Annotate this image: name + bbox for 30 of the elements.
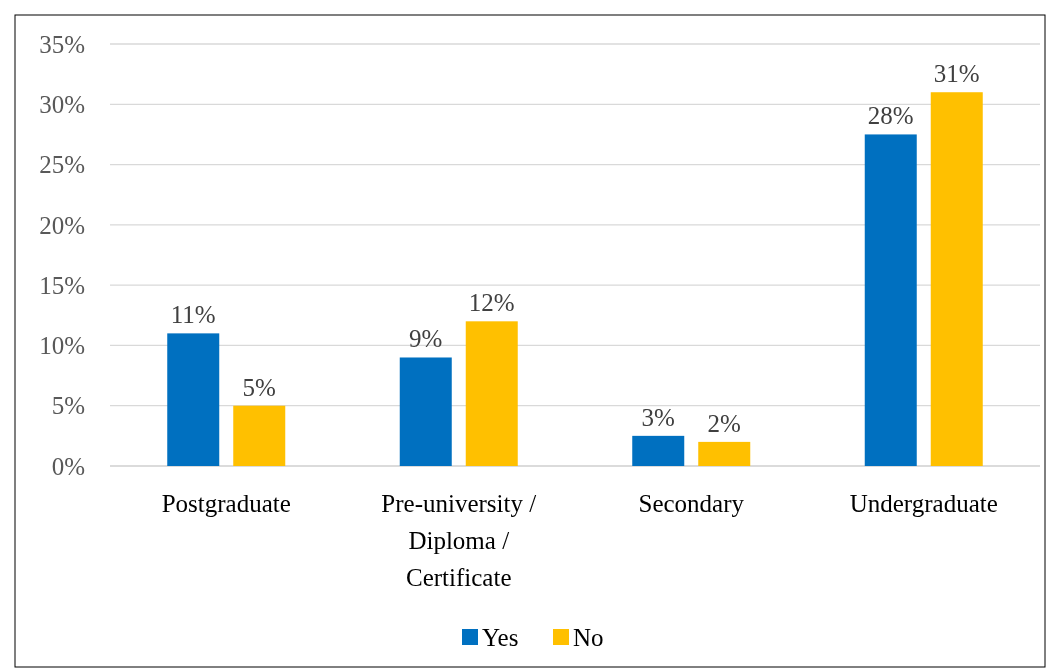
data-label: 2% [707,409,741,437]
y-tick-label: 15% [39,271,85,299]
data-label: 3% [641,403,675,431]
x-tick-label: Pre-university / Diploma / Certificate [381,490,537,591]
data-label: 31% [933,60,980,88]
bar [698,441,751,466]
legend-label: No [573,623,604,651]
y-tick-label: 10% [39,332,85,360]
bar [864,134,917,466]
y-tick-label: 35% [39,30,85,58]
data-label: 12% [468,289,515,317]
data-label: 11% [170,301,216,329]
x-tick-label: Postgraduate [161,490,291,517]
y-tick-label: 5% [51,392,85,420]
bar [632,435,685,466]
bar [167,333,220,466]
y-tick-label: 0% [51,452,85,480]
data-label: 9% [409,325,443,353]
bar [233,405,286,466]
x-tick-label: Secondary [638,490,745,517]
bar [465,321,518,466]
data-label: 5% [242,373,276,401]
x-tick-label: Undergraduate [849,490,998,517]
data-label: 28% [867,102,914,130]
bar [399,357,452,466]
y-tick-label: 30% [39,91,85,119]
bar [930,92,983,466]
y-tick-label: 25% [39,151,85,179]
legend-label: Yes [482,623,519,651]
y-tick-label: 20% [39,211,85,239]
